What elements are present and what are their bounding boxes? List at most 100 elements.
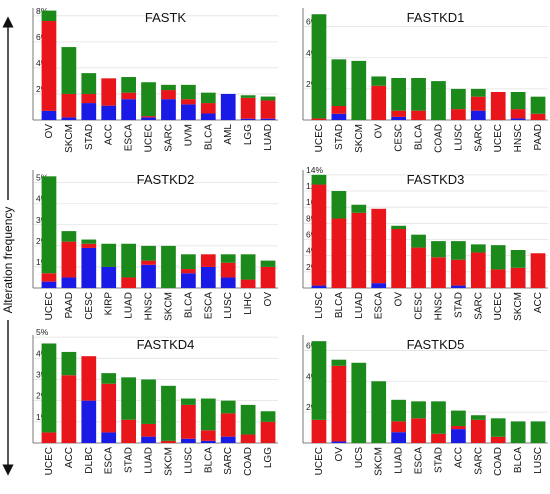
category-label: STAD [433, 447, 444, 473]
category-label: DLBC [84, 447, 95, 474]
category-label: SKCM [163, 447, 174, 476]
category-label: LUSC [533, 447, 544, 474]
bar-segment-amplification [331, 365, 347, 442]
bar-segment-mutation [470, 415, 486, 420]
chart-title: FASTKD5 [407, 337, 465, 352]
bar-segment-deletion [510, 118, 526, 120]
category-label: SKCM [354, 124, 365, 153]
chart-panel-fastkd2: 1%2%3%4%5%FASTKD2UCECPAADCESCKIRPLUADHNS… [32, 170, 278, 321]
bar-segment-mutation [181, 398, 196, 405]
category-label: LUSC [223, 292, 234, 319]
category-label: SARC [473, 292, 484, 320]
bar-segment-amplification [311, 419, 327, 443]
bar-segment-mutation [510, 250, 526, 268]
bar-segment-mutation [161, 385, 176, 441]
category-label: LIHC [243, 292, 254, 315]
bar-segment-deletion [220, 277, 236, 288]
category-label: LUSC [183, 447, 194, 474]
category-label: COAD [493, 447, 504, 476]
bar-segment-deletion [200, 266, 216, 288]
category-label: LUAD [124, 292, 135, 319]
category-label: ACC [104, 124, 115, 145]
y-tick-label: 14% [306, 165, 323, 175]
bar-segment-amplification [240, 434, 256, 443]
bar-segment-amplification [490, 436, 506, 443]
category-label: SARC [473, 447, 484, 475]
bar-segment-amplification [141, 423, 156, 437]
chart-panel-fastkd5: 2%4%6%FASTKD5UCECOVUCSSKCMLUADESCASTADAC… [302, 335, 548, 476]
category-label: UVM [183, 124, 194, 146]
bar-segment-mutation [240, 95, 256, 98]
bar-segment-deletion [240, 118, 256, 120]
bar-segment-amplification [331, 218, 347, 288]
category-label: SARC [473, 124, 484, 152]
bar-segment-mutation [451, 410, 466, 427]
bar-segment-deletion [371, 283, 387, 288]
bar-segment-amplification [41, 432, 57, 443]
bar-segment-amplification [311, 184, 327, 286]
bar-segment-mutation [141, 379, 156, 424]
bar-segment-mutation [260, 96, 276, 101]
bar-segment-mutation [161, 245, 176, 288]
bar-segment-mutation [490, 418, 506, 437]
bar-segment-mutation [141, 82, 156, 117]
chart-title: FASTKD3 [407, 172, 465, 187]
category-label: ESCA [203, 292, 214, 320]
bar-segment-amplification [121, 277, 136, 288]
bar-segment-amplification [451, 426, 466, 430]
bar-segment-deletion [101, 105, 117, 120]
bar-segment-amplification [490, 92, 506, 120]
chart-panel-fastkd1: 2%4%6%FASTKD1UCECSTADSKCMOVCESCBLCACOADL… [302, 8, 548, 153]
bar-segment-deletion [41, 110, 57, 120]
bar-segment-amplification [181, 404, 196, 439]
bar-segment-amplification [391, 110, 406, 117]
category-label: CESC [394, 124, 405, 152]
bar-segment-amplification [371, 85, 387, 120]
bar-segment-mutation [141, 245, 156, 261]
bar-segment-mutation [351, 362, 367, 443]
bar-segment-deletion [61, 277, 77, 288]
bar-segment-mutation [61, 47, 77, 94]
bar-segment-mutation [470, 88, 486, 97]
category-label: LUSC [453, 124, 464, 151]
bar-segment-amplification [351, 212, 367, 288]
bar-segment-mutation [431, 241, 446, 258]
bar-segment-amplification [431, 433, 446, 443]
bar-segment-deletion [181, 104, 196, 120]
category-label: STAD [453, 292, 464, 318]
bar-segment-deletion [391, 116, 406, 120]
bar-segment-amplification [101, 383, 117, 433]
category-label: COAD [433, 124, 444, 153]
bar-segment-amplification [260, 421, 276, 443]
bar-segment-amplification [121, 419, 136, 443]
category-label: BLCA [183, 292, 194, 318]
y-axis-label: Alteration frequency [1, 207, 15, 314]
category-label: UCEC [314, 124, 325, 152]
bar-segment-amplification [141, 116, 156, 118]
bar-segment-amplification [161, 440, 176, 443]
bar-segment-mutation [181, 84, 196, 100]
category-label: PAAD [64, 292, 75, 319]
bar-segment-deletion [141, 436, 156, 443]
category-label: UCEC [144, 124, 155, 152]
category-label: BLCA [203, 124, 214, 150]
bar-segment-amplification [81, 356, 97, 401]
bar-segment-amplification [200, 254, 216, 267]
bar-segment-mutation [391, 225, 406, 229]
category-label: PAAD [533, 124, 544, 151]
bar-segment-deletion [451, 429, 466, 443]
category-label: ACC [64, 447, 75, 468]
category-label: STAD [84, 124, 95, 150]
category-label: KIRP [104, 292, 115, 316]
category-label: ESCA [124, 124, 135, 152]
bar-segment-mutation [101, 373, 117, 384]
bar-segment-deletion [81, 103, 97, 120]
y-tick-label: 5% [36, 327, 49, 337]
bar-segment-deletion [81, 247, 97, 288]
bar-segment-amplification [41, 273, 57, 282]
bar-segment-deletion [141, 117, 156, 120]
bar-segment-mutation [260, 260, 276, 267]
bar-segment-deletion [220, 93, 236, 120]
bar-segment-mutation [431, 81, 446, 120]
